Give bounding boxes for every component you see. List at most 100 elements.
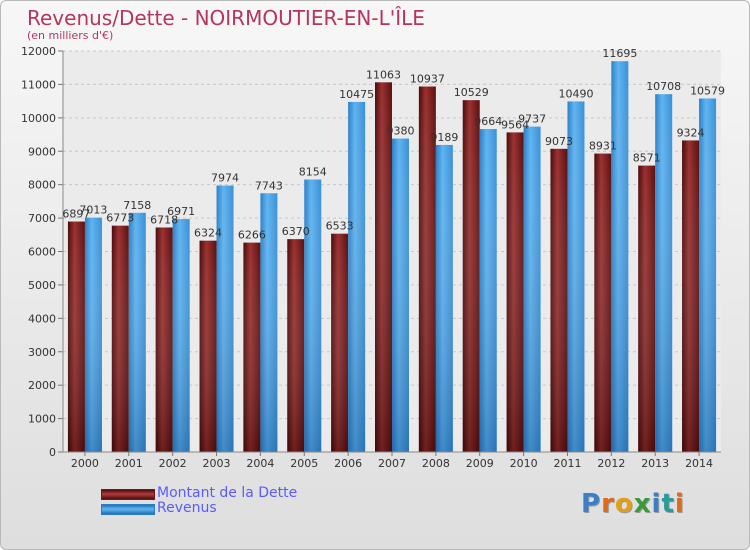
bar-debt-shade	[67, 221, 85, 452]
x-tick-label: 2005	[290, 457, 318, 470]
y-tick-label: 2000	[28, 379, 56, 392]
legend-swatch-debt	[101, 489, 155, 500]
y-tick-label: 10000	[21, 112, 56, 125]
data-label-debt: 6773	[106, 212, 134, 225]
data-label-debt: 6370	[282, 225, 310, 238]
data-label-revenue: 10475	[339, 88, 374, 101]
bar-revenue-shade	[699, 98, 717, 453]
x-tick-label: 2002	[159, 457, 187, 470]
data-label-revenue: 9664	[474, 115, 502, 128]
bar-revenue-shade	[392, 138, 409, 452]
x-tick-label: 2011	[553, 457, 581, 470]
bar-debt-shade	[506, 132, 524, 452]
y-tick-label: 9000	[28, 145, 56, 158]
x-tick-label: 2003	[203, 457, 231, 470]
proxiti-logo: Proxiti	[581, 489, 685, 519]
bar-revenue-shade	[523, 126, 541, 452]
x-tick-label: 2014	[685, 457, 713, 470]
data-label-revenue: 9737	[518, 113, 546, 126]
bar-revenue-shade	[216, 185, 234, 452]
data-label-revenue: 6971	[167, 205, 195, 218]
bars	[67, 61, 717, 453]
y-tick-label: 5000	[28, 279, 56, 292]
bar-revenue-shade	[611, 61, 629, 453]
x-tick-label: 2007	[378, 457, 406, 470]
x-tick-label: 2010	[510, 457, 538, 470]
bar-revenue-shade	[348, 101, 366, 452]
legend-swatch-revenue	[101, 504, 155, 515]
x-tick-label: 2000	[71, 457, 99, 470]
data-label-revenue: 7013	[79, 204, 107, 217]
data-label-debt: 9564	[501, 118, 529, 131]
bar-debt-shade	[375, 82, 392, 453]
x-tick-label: 2008	[422, 457, 450, 470]
data-label-revenue: 11695	[602, 47, 637, 60]
x-tick-label: 2006	[334, 457, 362, 470]
bar-debt-shade	[155, 227, 173, 452]
y-tick-label: 4000	[28, 312, 56, 325]
y-tick-label: 8000	[28, 179, 56, 192]
data-label-debt: 9073	[545, 135, 573, 148]
bar-revenue-shade	[84, 217, 102, 452]
y-tick-label: 6000	[28, 246, 56, 259]
bar-revenue-shade	[128, 212, 146, 452]
data-label-revenue: 7743	[255, 179, 283, 192]
data-label-debt: 9324	[677, 126, 705, 139]
bar-revenue-shade	[435, 144, 453, 452]
data-label-revenue: 8154	[299, 166, 327, 179]
x-tick-label: 2009	[466, 457, 494, 470]
data-label-revenue: 9380	[387, 125, 415, 138]
data-label-debt: 11063	[366, 68, 401, 81]
bar-debt-shade	[111, 225, 129, 452]
y-tick-label: 11000	[21, 78, 56, 91]
data-label-revenue: 10708	[646, 80, 681, 93]
y-tick-label: 1000	[28, 413, 56, 426]
bar-revenue-shade	[304, 179, 322, 452]
data-label-debt: 6897	[62, 208, 90, 221]
bar-debt-shade	[682, 140, 700, 452]
data-label-debt: 8931	[589, 140, 617, 153]
data-label-debt: 10937	[410, 73, 445, 86]
y-tick-label: 12000	[21, 45, 56, 58]
legend-label-debt: Montant de la Dette	[157, 485, 298, 501]
data-label-revenue: 7974	[211, 172, 239, 185]
data-label-debt: 6324	[194, 227, 222, 240]
bar-debt-shade	[199, 240, 217, 452]
x-tick-label: 2001	[115, 457, 143, 470]
data-label-revenue: 9189	[430, 131, 458, 144]
axes: 0 1000 2000 3000 4000 5000 6000 7000 8000 9000 100…	[21, 45, 721, 470]
bar-debt-shade	[418, 86, 436, 453]
bar-revenue-shade	[479, 129, 497, 452]
bar-debt-shade	[243, 242, 261, 452]
chart-title: Revenus/Dette - NOIRMOUTIER-EN-L'ÎLE	[27, 6, 425, 30]
bar-revenue-shade	[172, 219, 190, 452]
bar-debt-shade	[331, 233, 349, 452]
y-tick-label: 3000	[28, 346, 56, 359]
data-label-debt: 6266	[238, 229, 266, 242]
data-label-revenue: 7158	[123, 199, 151, 212]
y-tick-label: 0	[49, 446, 56, 459]
bar-debt-shade	[287, 239, 305, 452]
bar-debt-shade	[594, 153, 612, 452]
x-tick-label: 2013	[641, 457, 669, 470]
y-tick-label: 7000	[28, 212, 56, 225]
bar-debt-shade	[550, 148, 568, 452]
data-label-debt: 8571	[633, 152, 661, 165]
x-tick-label: 2004	[246, 457, 274, 470]
bar-revenue-shade	[260, 193, 278, 452]
data-label-debt: 6533	[326, 220, 354, 233]
data-label-revenue: 10490	[558, 87, 593, 100]
data-label-debt: 10529	[454, 86, 489, 99]
data-label-debt: 6718	[150, 214, 178, 227]
chart-subtitle: (en milliers d'€)	[27, 29, 114, 42]
legend-label-revenue: Revenus	[157, 500, 217, 516]
x-tick-label: 2012	[597, 457, 625, 470]
bar-debt-shade	[462, 100, 480, 452]
bar-debt-shade	[638, 165, 656, 452]
bar-revenue-shade	[655, 94, 673, 453]
data-label-revenue: 10579	[690, 84, 725, 97]
bar-revenue-shade	[567, 101, 585, 452]
